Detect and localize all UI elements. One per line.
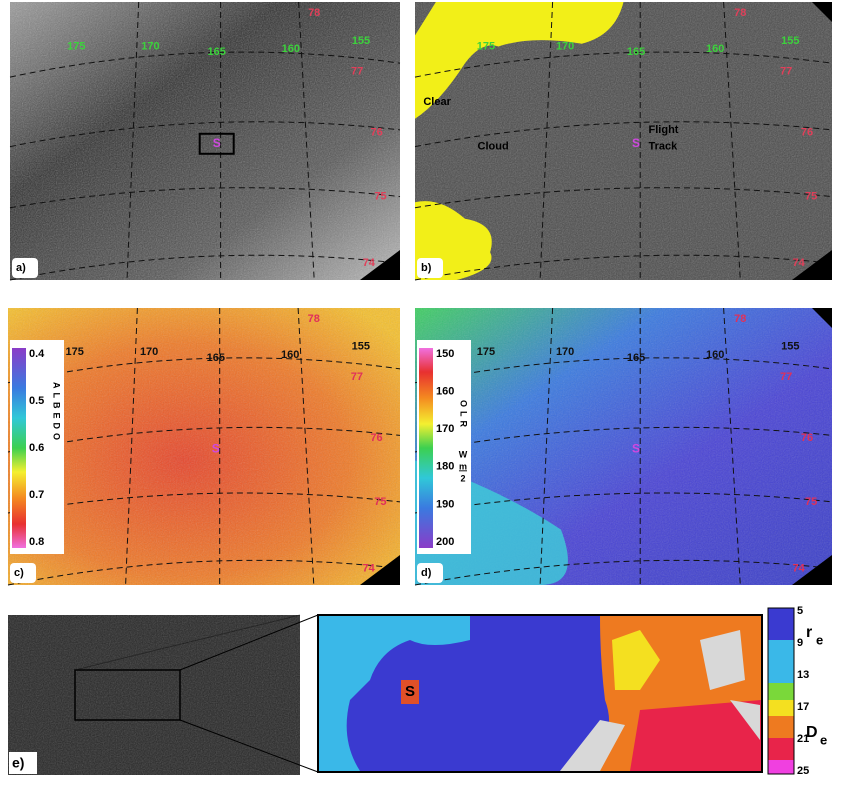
lat-label: 75: [805, 191, 817, 203]
site-marker: S: [632, 441, 640, 455]
lon-label: 170: [556, 40, 574, 52]
colorbar-tick: 0.6: [29, 442, 44, 454]
scale-title: D: [806, 724, 818, 741]
unit: W: [459, 449, 468, 459]
panel: 175 170 165 160 155 78 77 76 75 74 Sd) 150 160 170 180…: [415, 308, 832, 585]
panel-label: c): [14, 567, 24, 579]
colorbar-tick: 150: [436, 348, 454, 360]
lat-label: 76: [370, 127, 382, 139]
lon-label: 165: [627, 46, 645, 58]
texture: [8, 615, 300, 775]
lon-label: 155: [781, 341, 799, 353]
lat-label: 75: [374, 496, 386, 508]
unit: m: [459, 461, 467, 471]
colorbar-tick: 0.5: [29, 395, 44, 407]
lat-label: 77: [780, 65, 792, 77]
scale-tick: 9: [797, 637, 803, 649]
lon-label: 155: [352, 341, 370, 353]
scale-tick: 13: [797, 669, 809, 681]
lon-label: 160: [706, 349, 724, 361]
panel: 175 170 165 160 155 78 77 76 75 74 Sb) Clear Cloud Fl…: [415, 2, 832, 280]
lat-label: 77: [351, 371, 363, 383]
annotation: Clear: [423, 96, 451, 108]
lon-label: 160: [282, 43, 300, 55]
scale-segment: [768, 683, 794, 700]
scale-segment: [768, 640, 794, 683]
lon-label: 175: [65, 346, 83, 358]
site-marker: S: [212, 441, 220, 455]
lat-label: 74: [363, 562, 376, 574]
scale-segment: [768, 716, 794, 738]
colorbar-tick: 190: [436, 498, 454, 510]
scale-tick: 17: [797, 701, 809, 713]
figure: 1751701651601557877767574Sa)175170165160…: [0, 0, 842, 783]
lon-label: 170: [140, 346, 158, 358]
scale-segment: [768, 760, 794, 774]
site-marker: S: [632, 136, 640, 150]
site-marker: S: [405, 683, 415, 700]
lat-label: 78: [734, 313, 746, 325]
lon-label: 175: [477, 346, 495, 358]
lat-label: 75: [805, 496, 817, 508]
unit: 2: [460, 473, 465, 483]
annotation: Cloud: [478, 140, 509, 152]
lon-label: 170: [556, 346, 574, 358]
lat-label: 74: [793, 257, 806, 269]
lon-label: 170: [141, 40, 159, 52]
scale-segment: [768, 738, 794, 760]
colorbar-tick: 0.8: [29, 536, 44, 548]
colorbar-tick: 0.4: [29, 348, 45, 360]
scale-tick: 5: [797, 605, 803, 617]
panel: 175 170 165 160 155 78 77 76 75 74 Sa): [10, 2, 400, 280]
panel-label: d): [421, 567, 432, 579]
colorbar-tick: 180: [436, 461, 454, 473]
lon-label: 165: [207, 352, 225, 364]
scale-tick: 25: [797, 765, 809, 777]
site-marker: S: [213, 136, 221, 150]
lat-label: 74: [363, 257, 376, 269]
lat-label: 77: [351, 65, 363, 77]
scale-title-sub: e: [816, 632, 823, 647]
colorbar-title: ALBEDO: [52, 382, 62, 444]
lat-label: 76: [801, 432, 813, 444]
lon-label: 165: [627, 352, 645, 364]
panel-label: a): [16, 262, 26, 274]
colorbar: [419, 348, 433, 548]
lon-label: 175: [477, 40, 495, 52]
lon-label: 155: [781, 35, 799, 47]
lat-label: 78: [734, 7, 746, 19]
colorbar-tick: 0.7: [29, 489, 44, 501]
colorbar-tick: 160: [436, 386, 454, 398]
panel: 175 170 165 160 155 78 77 76 75 74 Sc) 0.4 0.5 0.6 0.7…: [8, 308, 400, 585]
lon-label: 155: [352, 35, 370, 47]
lat-label: 78: [308, 7, 320, 19]
scale-title: r: [806, 624, 812, 641]
lon-label: 175: [67, 40, 85, 52]
annotation: Track: [649, 140, 679, 152]
lat-label: 77: [780, 371, 792, 383]
colorbar-tick: 170: [436, 423, 454, 435]
colorbar: [12, 348, 26, 548]
colorbar-title: OLR: [459, 400, 469, 431]
panel-label: e): [12, 755, 24, 771]
scale-segment: [768, 700, 794, 716]
lon-label: 160: [281, 349, 299, 361]
lat-label: 74: [793, 562, 806, 574]
lat-label: 76: [801, 127, 813, 139]
lat-label: 76: [370, 432, 382, 444]
scale-segment: [768, 608, 794, 640]
lat-label: 78: [308, 313, 320, 325]
colorbar-tick: 200: [436, 536, 454, 548]
lon-label: 165: [208, 46, 226, 58]
panel-label: b): [421, 262, 432, 274]
lon-label: 160: [706, 43, 724, 55]
lat-label: 75: [374, 191, 386, 203]
annotation: Flight: [649, 124, 679, 136]
scale-title-sub: e: [820, 732, 827, 747]
